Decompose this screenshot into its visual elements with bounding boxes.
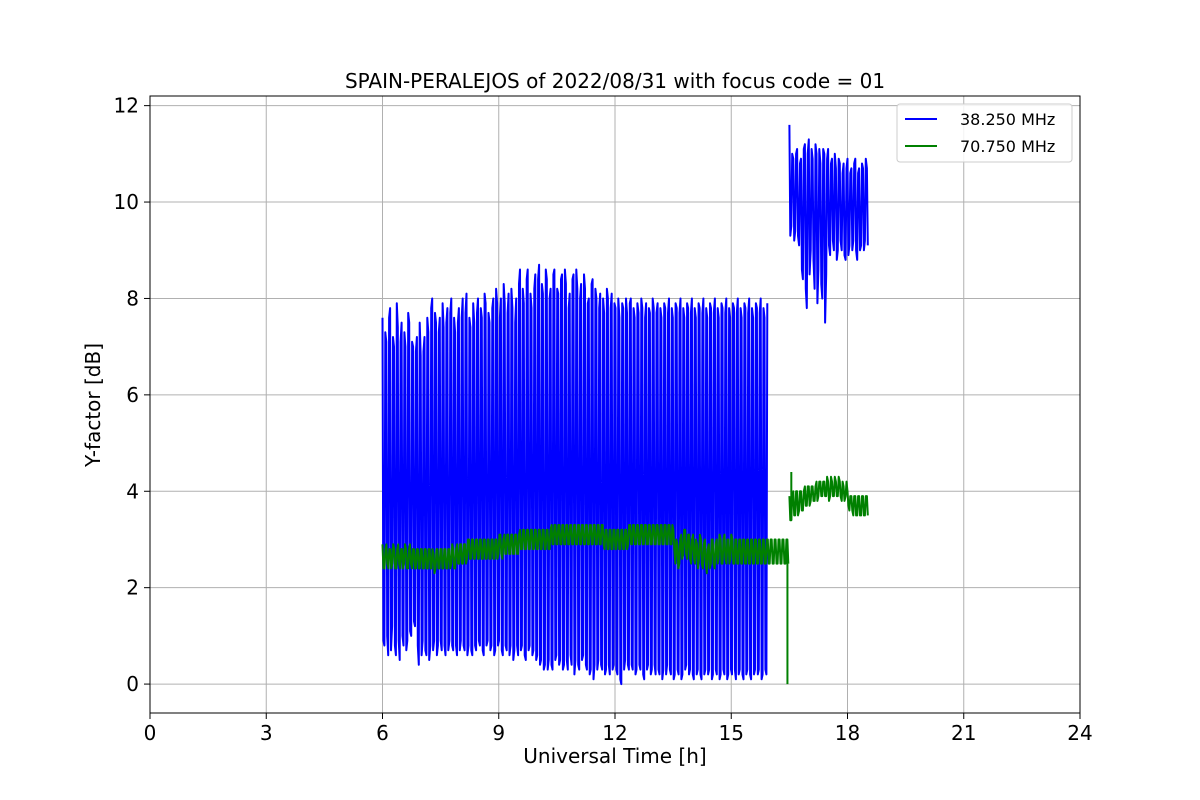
series-layer [381,124,869,686]
series-2 [381,471,869,685]
y-tick-label: 8 [126,286,139,310]
x-axis-ticks: 0 3 6 9 12 15 18 21 24 [144,713,1093,745]
legend-label-series-1: 38.250 MHz [960,110,1055,129]
x-tick-label: 9 [492,721,505,745]
x-tick-label: 12 [602,721,627,745]
y-tick-label: 4 [126,479,139,503]
x-axis-label: Universal Time [h] [523,744,706,768]
y-tick-label: 6 [126,383,139,407]
chart-title: SPAIN-PERALEJOS of 2022/08/31 with focus… [345,69,885,93]
x-tick-label: 24 [1067,721,1092,745]
y-axis-ticks: 0 2 4 6 8 10 12 [114,94,150,696]
series-1-segment-2 [788,124,869,324]
legend: 38.250 MHz 70.750 MHz [896,103,1073,163]
y-tick-label: 10 [114,190,139,214]
y-tick-label: 0 [126,672,139,696]
y-tick-label: 2 [126,576,139,600]
series-1 [381,124,869,686]
series-2-segment-2 [788,475,869,522]
y-tick-label: 12 [114,94,139,118]
x-tick-label: 21 [951,721,976,745]
y-axis-label: Y-factor [dB] [81,343,105,468]
series-2-segment-1 [381,524,790,575]
legend-box [896,103,1073,163]
series-1-segment-1 [381,263,769,686]
x-tick-label: 3 [260,721,273,745]
x-tick-label: 6 [376,721,389,745]
x-tick-label: 0 [144,721,157,745]
legend-label-series-2: 70.750 MHz [960,137,1055,156]
x-tick-label: 18 [835,721,860,745]
x-tick-label: 15 [719,721,744,745]
